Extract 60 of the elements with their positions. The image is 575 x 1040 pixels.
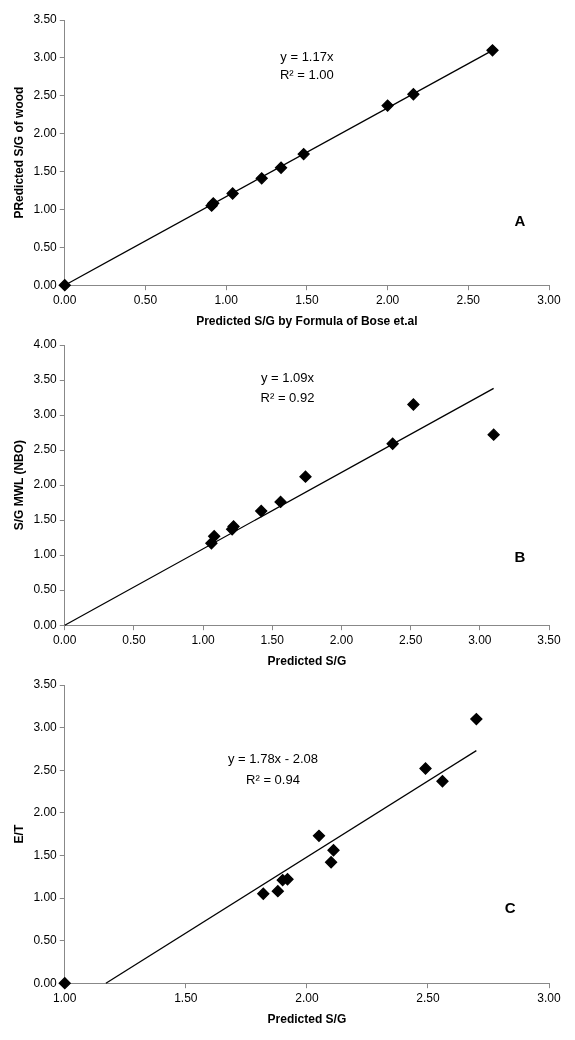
y-tick-label: 1.00 (33, 547, 58, 562)
y-tick-label: 2.00 (33, 805, 58, 820)
y-tick-label: 2.50 (33, 762, 58, 777)
annotation: y = 1.17x (280, 48, 334, 64)
annotation: C (504, 898, 516, 916)
y-tick-label: 3.50 (33, 12, 58, 27)
x-tick-label: 0.50 (122, 632, 146, 647)
y-axis-title: E/T (11, 824, 26, 844)
x-axis-title: Predicted S/G (267, 1012, 347, 1027)
y-tick-label: 1.50 (33, 512, 58, 527)
annotation: R² = 1.00 (279, 67, 334, 83)
x-tick-label: 3.00 (468, 632, 492, 647)
y-tick-label: 0.50 (33, 582, 58, 597)
y-tick-label: 0.00 (33, 277, 58, 292)
x-tick-label: 0.00 (53, 632, 77, 647)
y-tick-label: 0.00 (33, 617, 58, 632)
y-tick-label: 2.50 (33, 442, 58, 457)
y-tick-label: 1.00 (33, 201, 58, 216)
x-tick-label: 1.50 (174, 990, 198, 1005)
y-tick-label: 3.00 (33, 50, 58, 65)
x-tick-label: 2.00 (295, 990, 319, 1005)
y-tick-label: 1.50 (33, 163, 58, 178)
y-tick-label: 3.50 (33, 372, 58, 387)
x-tick-label: 1.50 (295, 292, 319, 307)
x-tick-label: 2.50 (416, 990, 440, 1005)
x-axis-title: Predicted S/G by Formula of Bose et.al (196, 314, 418, 329)
y-tick-label: 4.00 (33, 337, 58, 352)
y-tick-label: 0.00 (33, 975, 58, 990)
x-tick-label: 1.00 (191, 632, 216, 647)
annotation: A (514, 211, 526, 229)
y-tick-label: 3.00 (33, 719, 58, 734)
x-tick-label: 2.00 (329, 632, 354, 647)
x-tick-label: 0.50 (133, 292, 158, 307)
x-tick-label: 0.00 (53, 292, 77, 307)
annotation: R² = 0.92 (260, 389, 315, 405)
annotation: y = 1.09x (260, 370, 315, 386)
y-tick-label: 3.50 (33, 677, 58, 692)
y-tick-label: 2.50 (33, 88, 58, 103)
annotation: B (514, 548, 526, 566)
y-axis-title: S/G MWL (NBO) (11, 439, 26, 531)
y-tick-label: 0.50 (33, 239, 58, 254)
y-tick-label: 2.00 (33, 477, 58, 492)
annotation: R² = 0.94 (246, 772, 300, 787)
x-tick-label: 3.50 (537, 632, 561, 647)
y-tick-label: 0.50 (33, 932, 58, 947)
x-tick-label: 1.00 (53, 990, 77, 1005)
x-tick-label: 2.50 (398, 632, 423, 647)
annotation: y = 1.78x - 2.08 (227, 751, 318, 767)
x-tick-label: 3.00 (537, 990, 561, 1005)
x-tick-label: 2.00 (375, 292, 400, 307)
x-tick-label: 2.50 (456, 292, 481, 307)
y-tick-label: 3.00 (33, 407, 58, 422)
x-tick-label: 3.00 (537, 292, 561, 307)
x-tick-label: 1.00 (214, 292, 239, 307)
y-tick-label: 1.00 (33, 890, 58, 905)
x-axis-title: Predicted S/G (267, 654, 347, 669)
y-tick-label: 2.00 (33, 125, 58, 140)
x-tick-label: 1.50 (260, 632, 285, 647)
y-tick-label: 1.50 (33, 847, 58, 862)
y-axis-title: PRedicted S/G of wood (11, 86, 26, 219)
